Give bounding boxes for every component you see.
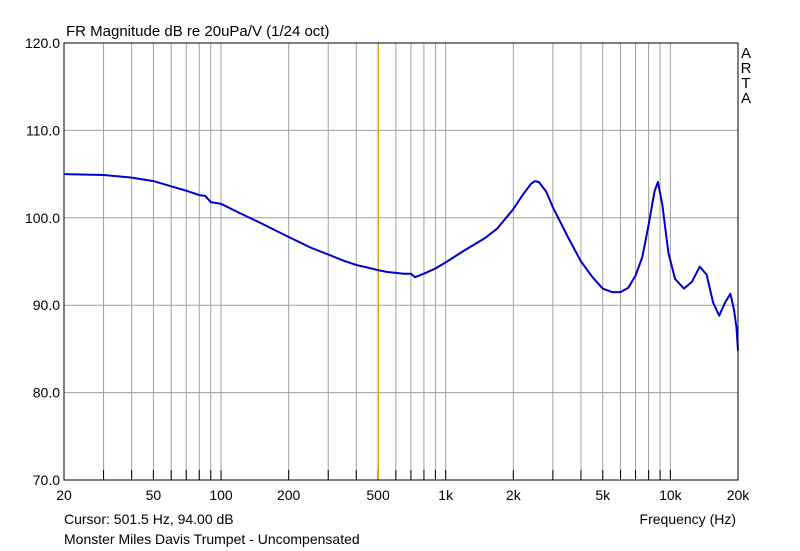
arta-letter: T: [741, 75, 750, 92]
x-tick-label: 200: [277, 487, 301, 503]
arta-letter: R: [741, 60, 752, 77]
y-tick-label: 120.0: [25, 35, 60, 51]
y-tick-label: 70.0: [33, 472, 60, 488]
chart-title: FR Magnitude dB re 20uPa/V (1/24 oct): [66, 23, 329, 40]
x-minor-ticks: [103, 470, 671, 480]
x-axis-label: Frequency (Hz): [640, 511, 736, 527]
plot-border: [63, 42, 739, 481]
footer-caption: Monster Miles Davis Trumpet - Uncompensa…: [64, 531, 360, 547]
y-tick-label: 80.0: [33, 385, 60, 401]
y-tick-label: 110.0: [26, 122, 60, 138]
x-tick-label: 500: [366, 487, 390, 503]
x-tick-label: 1k: [438, 487, 454, 503]
y-tick-label: 90.0: [33, 297, 60, 313]
x-tick-label: 20k: [727, 487, 751, 503]
arta-letter: A: [741, 45, 751, 62]
x-tick-labels: 20 50 100 200 500 1k 2k 5k 10k 20k: [56, 487, 750, 503]
arta-letter: A: [741, 90, 751, 107]
x-tick-label: 10k: [659, 487, 683, 503]
x-tick-label: 100: [209, 487, 233, 503]
y-tick-labels: 70.0 80.0 90.0 100.0 110.0 120.0: [25, 35, 60, 488]
cursor-readout: Cursor: 501.5 Hz, 94.00 dB: [64, 511, 234, 527]
x-tick-label: 20: [56, 487, 72, 503]
series-line: [63, 173, 739, 351]
y-tick-label: 100.0: [25, 210, 60, 226]
x-tick-label: 50: [146, 487, 162, 503]
plot-area[interactable]: [63, 42, 739, 481]
x-tick-label: 5k: [595, 487, 611, 503]
x-tick-label: 2k: [506, 487, 522, 503]
